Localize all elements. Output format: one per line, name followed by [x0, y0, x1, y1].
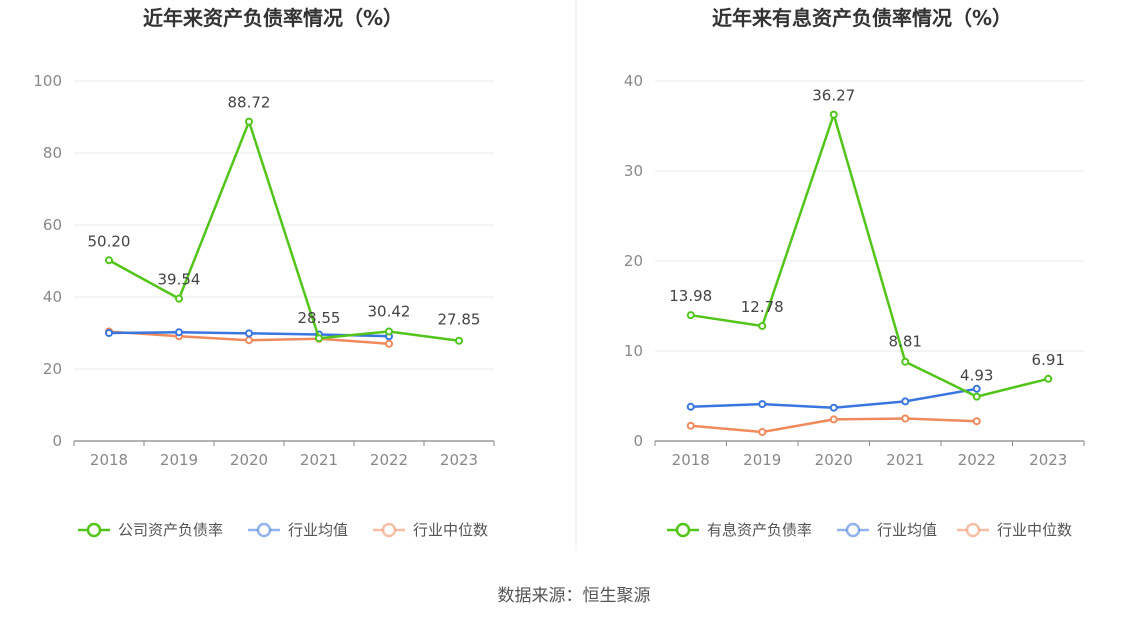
data-point — [758, 400, 767, 409]
data-point — [245, 329, 253, 338]
data-point — [455, 336, 463, 345]
data-source: 数据来源：恒生聚源 — [497, 586, 651, 606]
data-point — [972, 384, 981, 393]
data-label: 13.98 — [669, 287, 712, 305]
x-tick-label: 2022 — [370, 451, 408, 469]
legend-marker — [256, 522, 272, 538]
data-label: 6.91 — [1032, 351, 1065, 369]
y-tick-label: 30 — [624, 162, 643, 180]
data-point — [901, 397, 910, 406]
data-label: 12.78 — [741, 298, 784, 316]
data-point — [686, 311, 695, 320]
x-tick-label: 2020 — [815, 451, 853, 469]
data-point — [385, 339, 393, 348]
data-point — [829, 415, 838, 424]
y-tick-label: 10 — [624, 342, 643, 360]
chart-title: 近年来有息资产负债率情况（%） — [712, 6, 1012, 30]
x-tick-label: 2018 — [672, 451, 710, 469]
legend-marker — [381, 522, 397, 538]
data-label: 88.72 — [228, 94, 271, 112]
data-label: 39.54 — [158, 271, 201, 289]
data-point — [105, 329, 113, 337]
chart-debt-ratio: 近年来资产负债率情况（%） 0 20 40 60 80 100 2018 2019 2020 202… — [33, 6, 495, 539]
data-label: 28.55 — [298, 309, 341, 327]
y-tick-label: 100 — [33, 72, 62, 90]
data-label: 50.20 — [88, 232, 131, 250]
y-tick-label: 40 — [624, 72, 643, 90]
legend-label: 公司资产负债率 — [118, 521, 223, 539]
data-label: 30.42 — [368, 302, 411, 320]
chart-title: 近年来资产负债率情况（%） — [143, 6, 403, 30]
y-tick-label: 80 — [43, 144, 62, 162]
legend-label: 行业均值 — [288, 521, 348, 539]
data-label: 4.93 — [960, 367, 993, 385]
data-point — [385, 327, 393, 336]
data-point — [105, 256, 113, 265]
x-tick-label: 2023 — [440, 451, 478, 469]
legend-label: 有息资产负债率 — [707, 521, 812, 539]
x-tick-label: 2019 — [743, 451, 781, 469]
data-point — [1044, 374, 1053, 383]
series-line — [690, 113, 1049, 398]
chart-interest-debt-ratio: 近年来有息资产负债率情况（%） 0 10 20 30 40 2018 2019 2020 2021… — [624, 6, 1085, 539]
legend-marker — [845, 522, 861, 538]
legend-label: 行业均值 — [877, 521, 937, 539]
data-point — [758, 428, 767, 436]
data-point — [245, 336, 253, 345]
legend-marker — [675, 522, 691, 538]
x-tick-label: 2020 — [230, 451, 268, 469]
x-tick-label: 2021 — [300, 451, 338, 469]
x-tick-label: 2019 — [160, 451, 198, 469]
y-tick-label: 40 — [43, 288, 62, 306]
y-tick-label: 0 — [52, 432, 62, 450]
data-point — [972, 417, 981, 426]
y-tick-label: 20 — [43, 360, 62, 378]
legend-label: 行业中位数 — [997, 521, 1072, 539]
data-point — [758, 321, 767, 330]
legend-marker — [965, 522, 981, 538]
data-point — [686, 402, 695, 411]
x-tick-label: 2023 — [1029, 451, 1067, 469]
data-point — [901, 414, 910, 423]
data-label: 36.27 — [812, 87, 855, 105]
data-point — [175, 294, 183, 303]
series-line — [108, 120, 460, 342]
data-point — [175, 328, 183, 337]
data-point — [972, 392, 981, 401]
y-tick-label: 20 — [624, 252, 643, 270]
data-point — [829, 110, 838, 119]
data-point — [686, 421, 695, 430]
y-tick-label: 0 — [633, 432, 643, 450]
y-tick-label: 60 — [43, 216, 62, 234]
data-point — [901, 357, 910, 366]
legend-marker — [86, 522, 102, 538]
x-tick-label: 2018 — [90, 451, 128, 469]
data-point — [245, 117, 253, 126]
legend-label: 行业中位数 — [413, 521, 488, 539]
data-point — [315, 334, 323, 343]
data-label: 8.81 — [889, 333, 922, 351]
x-tick-label: 2022 — [958, 451, 996, 469]
data-label: 27.85 — [438, 311, 481, 329]
data-point — [829, 403, 838, 412]
x-tick-label: 2021 — [886, 451, 924, 469]
